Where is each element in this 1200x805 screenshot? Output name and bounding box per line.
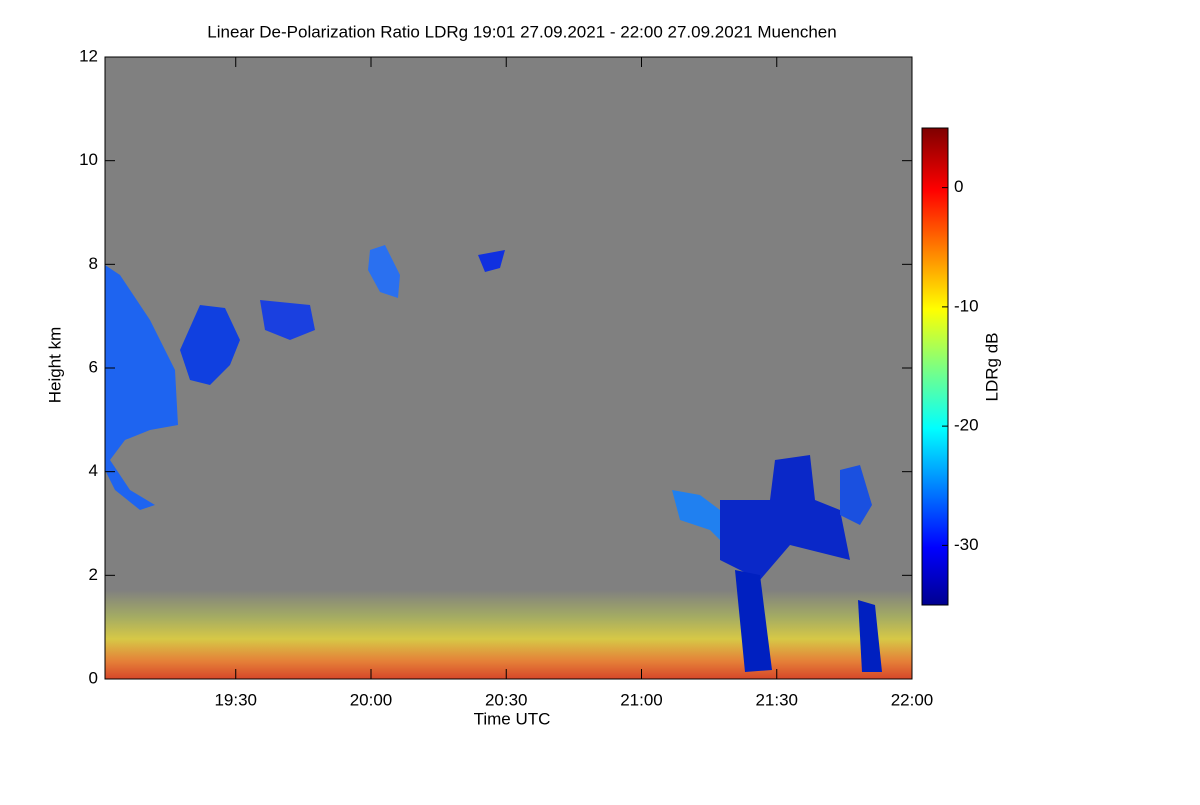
- y-tick-label: 8: [89, 254, 98, 273]
- x-tick-label: 21:30: [755, 690, 798, 709]
- x-axis-label: Time UTC: [474, 709, 551, 728]
- y-axis-label: Height km: [45, 327, 64, 404]
- colorbar-tick-label: 0: [954, 177, 963, 196]
- y-tick-label: 4: [89, 461, 98, 480]
- colorbar-tick-label: -20: [954, 416, 979, 435]
- x-tick-label: 19:30: [214, 690, 257, 709]
- x-tick-label: 21:00: [620, 690, 663, 709]
- colorbar-tick-label: -30: [954, 535, 979, 554]
- y-tick-label: 6: [89, 357, 98, 376]
- y-tick-label: 10: [79, 150, 98, 169]
- x-tick-label: 20:00: [350, 690, 393, 709]
- colorbar-tick-label: -10: [954, 296, 979, 315]
- y-tick-label: 12: [79, 46, 98, 65]
- x-tick-label: 22:00: [891, 690, 934, 709]
- y-tick-label: 2: [89, 565, 98, 584]
- y-tick-label: 0: [89, 668, 98, 687]
- x-tick-label: 20:30: [485, 690, 528, 709]
- chart-title: Linear De-Polarization Ratio LDRg 19:01 …: [207, 22, 836, 41]
- colorbar: [921, 127, 949, 606]
- plot-image: [105, 57, 912, 679]
- colorbar-label: LDRg dB: [982, 333, 1001, 402]
